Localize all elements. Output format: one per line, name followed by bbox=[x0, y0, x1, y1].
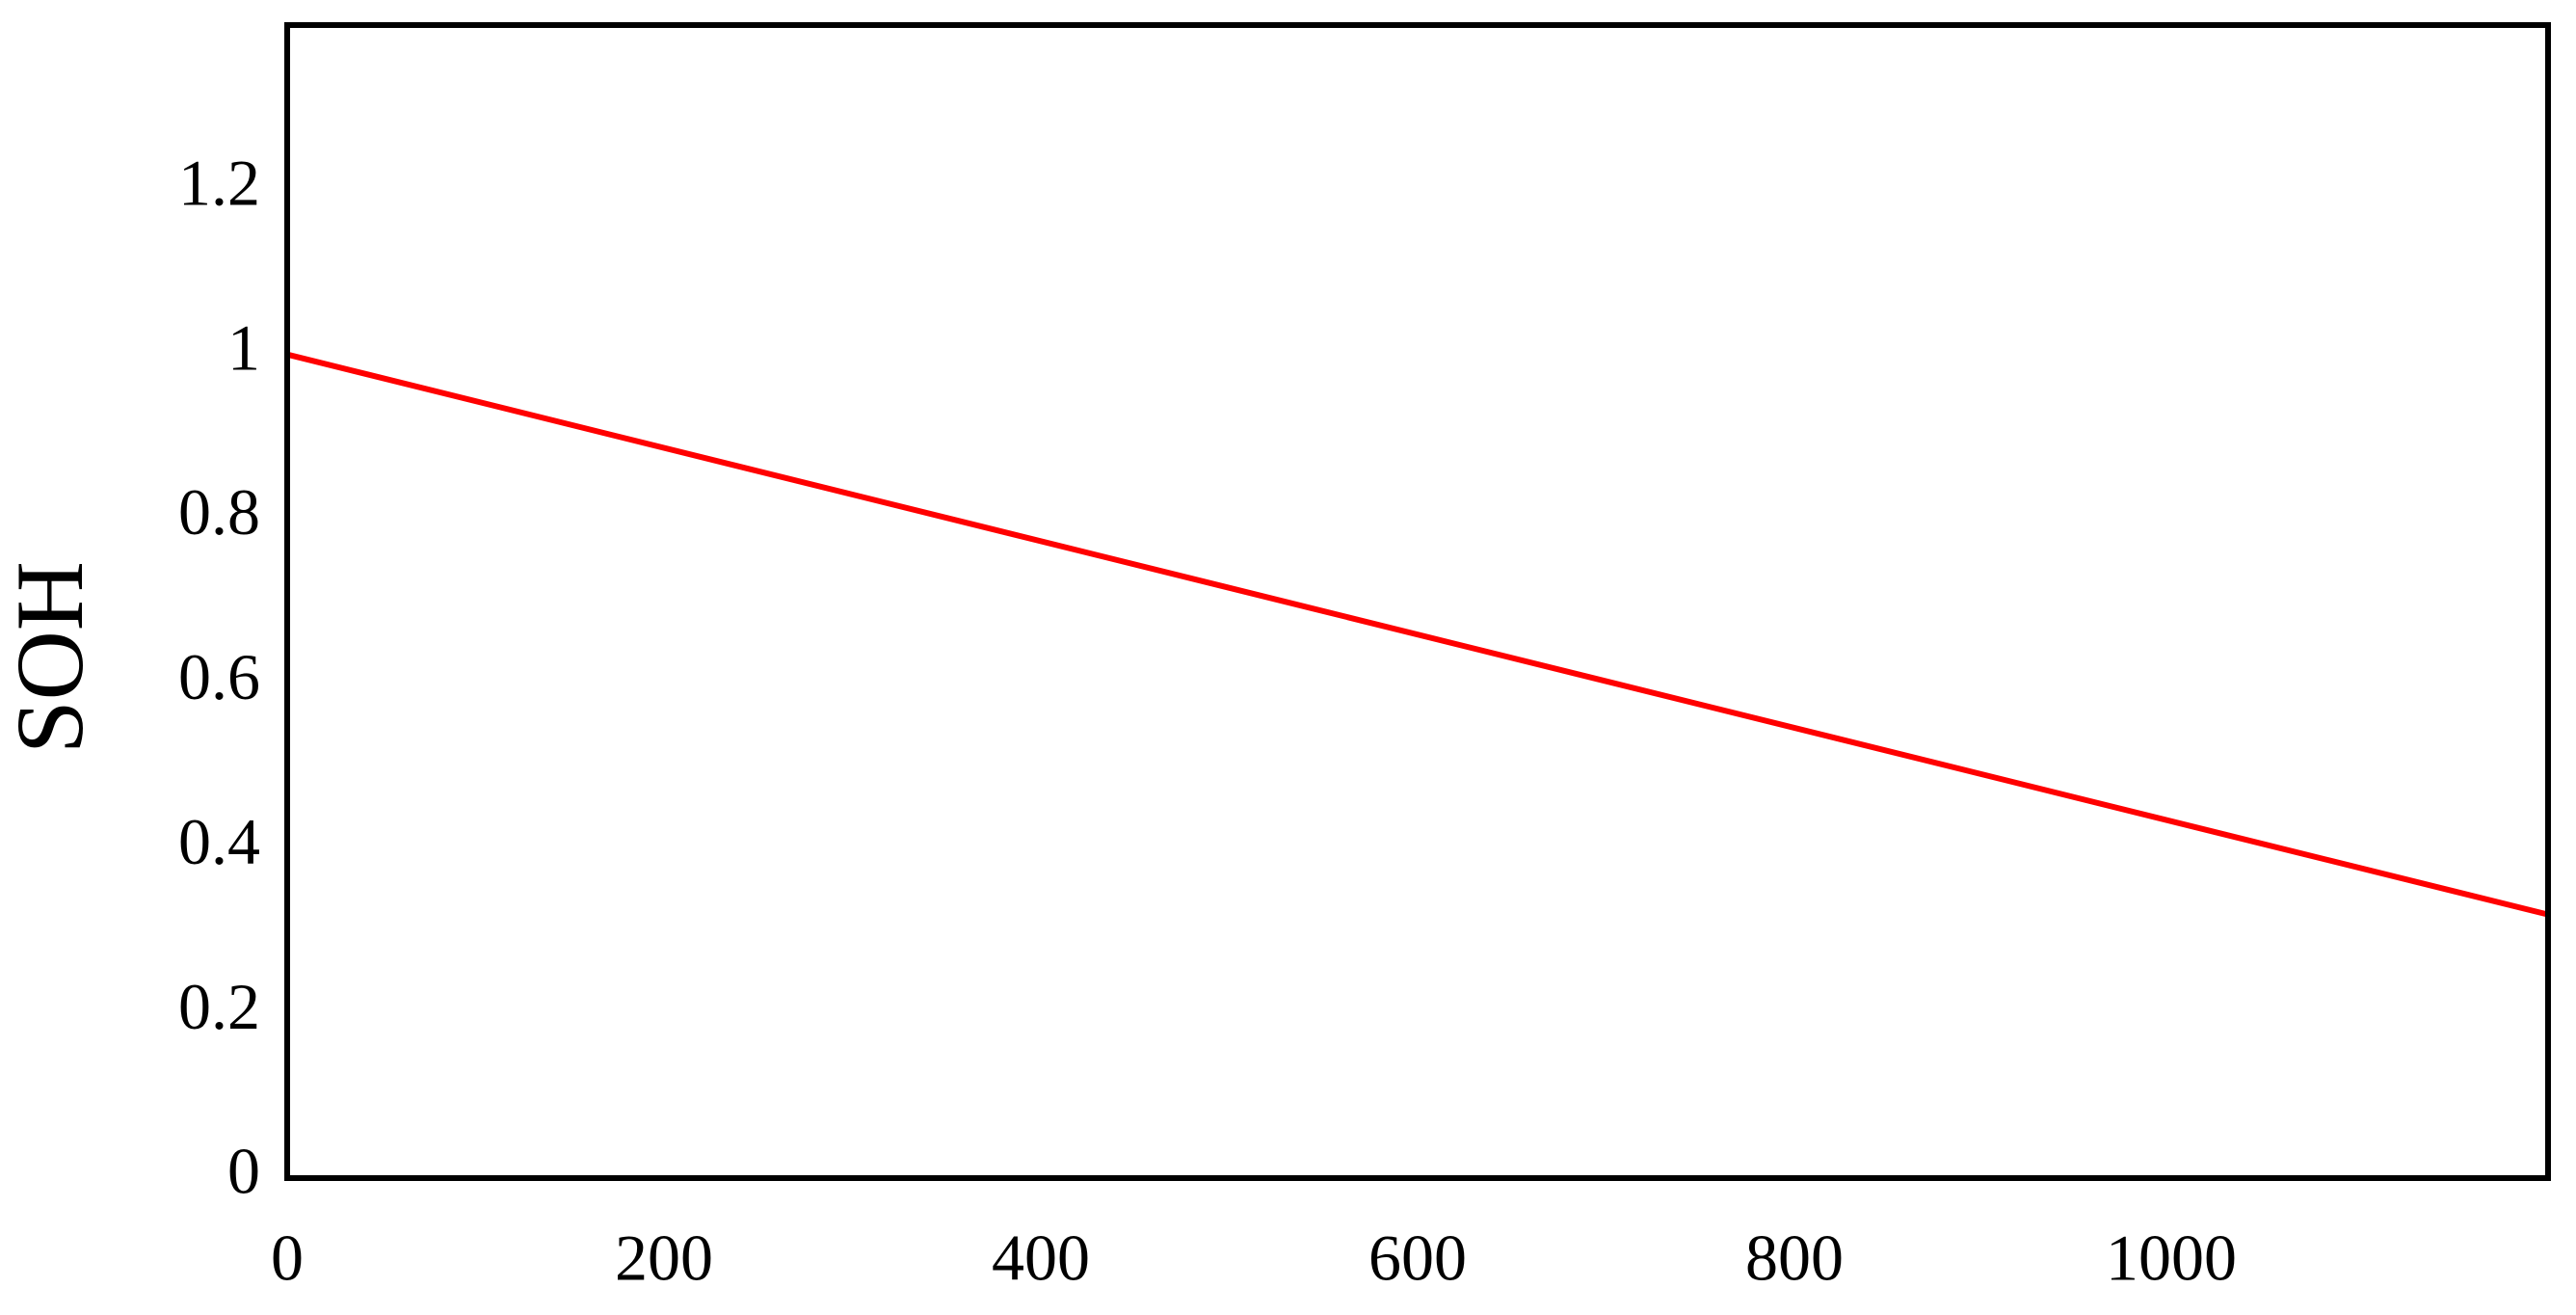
y-tick-label: 0.6 bbox=[178, 640, 260, 713]
x-tick-label: 1000 bbox=[2106, 1221, 2237, 1295]
x-tick-label: 200 bbox=[615, 1221, 713, 1295]
y-tick-label: 1 bbox=[227, 310, 260, 384]
y-tick-label: 0.2 bbox=[178, 970, 260, 1043]
x-tick-label: 0 bbox=[271, 1221, 304, 1295]
line bbox=[286, 351, 2549, 918]
x-tick-label: 800 bbox=[1745, 1221, 1844, 1295]
y-tick-label: 0 bbox=[227, 1135, 260, 1208]
x-tick-label: 400 bbox=[992, 1221, 1090, 1295]
y-axis-label: SOH bbox=[0, 561, 103, 754]
plot-frame bbox=[284, 22, 2551, 1181]
y-tick-label: 1.2 bbox=[178, 146, 260, 219]
x-tick-label: 600 bbox=[1368, 1221, 1467, 1295]
y-tick-label: 0.8 bbox=[178, 475, 260, 549]
y-tick-label: 0.4 bbox=[178, 805, 260, 878]
